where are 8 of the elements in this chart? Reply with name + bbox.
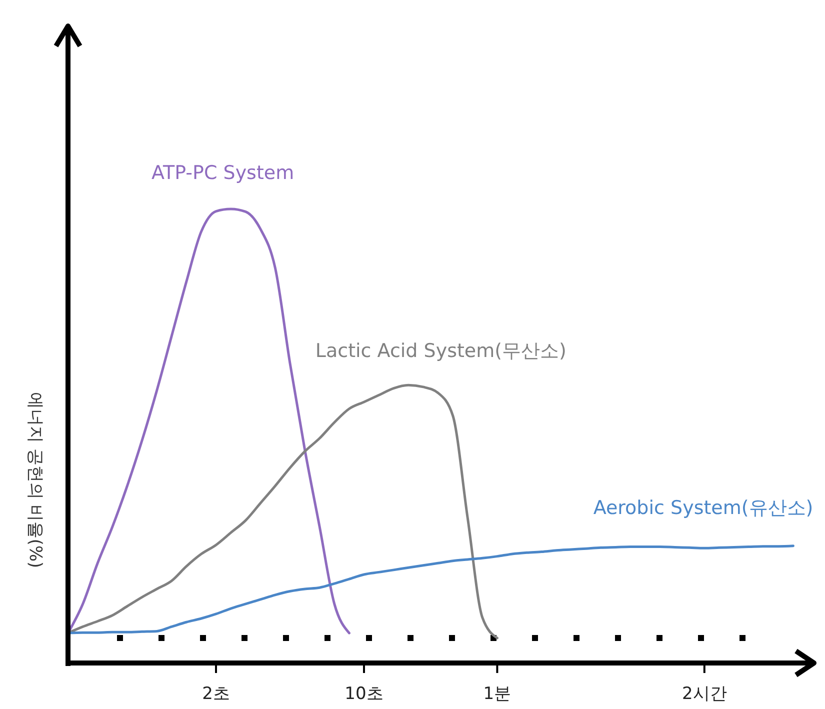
x-tick-label: 2시간	[682, 684, 727, 704]
series-label: ATP-PC System	[151, 162, 294, 184]
x-tick-label: 1분	[483, 684, 512, 704]
series-label: Aerobic System(유산소)	[593, 496, 814, 519]
x-tick-label: 10초	[344, 684, 384, 704]
text: Lactic Acid System(무산소)	[315, 340, 566, 362]
y-axis-title: 에너지 공헌의 비율(%)	[25, 392, 45, 568]
x-tick-label: 2초	[202, 684, 230, 704]
